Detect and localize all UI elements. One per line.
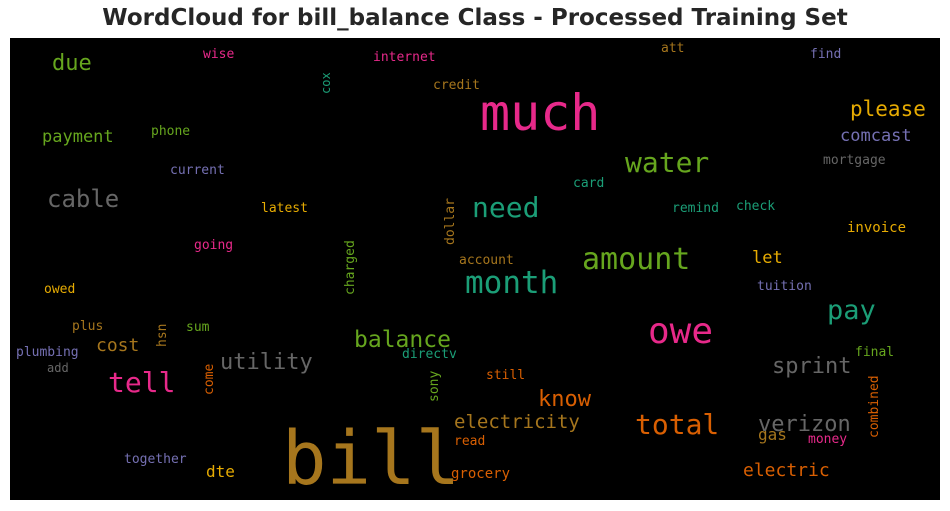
chart-title: WordCloud for bill_balance Class - Proce… — [102, 5, 848, 31]
word-account: account — [459, 253, 514, 268]
word-pay: pay — [827, 295, 876, 326]
word-electricity: electricity — [454, 411, 580, 433]
word-card: card — [573, 176, 604, 191]
word-sprint: sprint — [772, 354, 851, 379]
word-total: total — [635, 408, 719, 441]
word-internet: internet — [373, 50, 436, 65]
word-plumbing: plumbing — [16, 345, 79, 360]
word-tell: tell — [108, 366, 175, 399]
word-invoice: invoice — [847, 220, 906, 236]
word-utility: utility — [220, 350, 313, 375]
word-latest: latest — [261, 201, 308, 216]
word-grocery: grocery — [451, 466, 510, 482]
word-money: money — [808, 432, 847, 447]
word-check: check — [736, 199, 775, 214]
word-current: current — [170, 163, 225, 178]
word-credit: credit — [433, 78, 480, 93]
word-phone: phone — [151, 124, 190, 139]
word-gas: gas — [758, 425, 787, 444]
word-let: let — [752, 248, 783, 268]
word-much: much — [480, 84, 600, 142]
word-verizon: verizon — [758, 412, 851, 437]
word-comcast: comcast — [840, 126, 912, 146]
word-electric: electric — [743, 460, 830, 481]
word-sum: sum — [186, 320, 210, 335]
word-month: month — [465, 265, 558, 301]
word-remind: remind — [672, 201, 719, 216]
word-water: water — [625, 146, 709, 179]
word-know: know — [538, 387, 592, 412]
word-tuition: tuition — [757, 279, 812, 294]
word-cox: cox — [319, 72, 333, 94]
word-owed: owed — [44, 282, 75, 297]
word-still: still — [486, 368, 525, 383]
word-amount: amount — [582, 242, 690, 277]
word-find: find — [810, 47, 841, 62]
word-read: read — [454, 434, 485, 449]
word-come: come — [202, 364, 217, 395]
word-due: due — [52, 51, 92, 76]
word-sony: sony — [427, 371, 442, 402]
word-add: add — [47, 361, 69, 375]
word-wise: wise — [203, 47, 234, 62]
word-charged: charged — [343, 240, 358, 295]
word-payment: payment — [42, 127, 114, 147]
word-directv: directv — [402, 347, 457, 362]
word-going: going — [194, 238, 233, 253]
word-final: final — [855, 345, 894, 360]
word-owe: owe — [648, 311, 713, 352]
word-mortgage: mortgage — [823, 153, 886, 168]
word-balance: balance — [354, 327, 451, 353]
word-need: need — [472, 191, 539, 224]
word-together: together — [124, 452, 187, 467]
word-dte: dte — [206, 462, 235, 481]
word-please: please — [850, 97, 926, 121]
wordcloud-canvas: bill much owe month amount water need total tell… — [10, 38, 940, 500]
word-hsn: hsn — [155, 324, 170, 347]
word-cable: cable — [47, 185, 119, 213]
word-att: att — [661, 41, 684, 56]
word-cost: cost — [96, 335, 139, 356]
word-dollar: dollar — [443, 198, 458, 245]
wordcloud-svg: bill much owe month amount water need total tell… — [16, 41, 926, 500]
word-bill: bill — [282, 416, 460, 500]
word-plus: plus — [72, 319, 103, 334]
word-combined: combined — [867, 375, 882, 438]
